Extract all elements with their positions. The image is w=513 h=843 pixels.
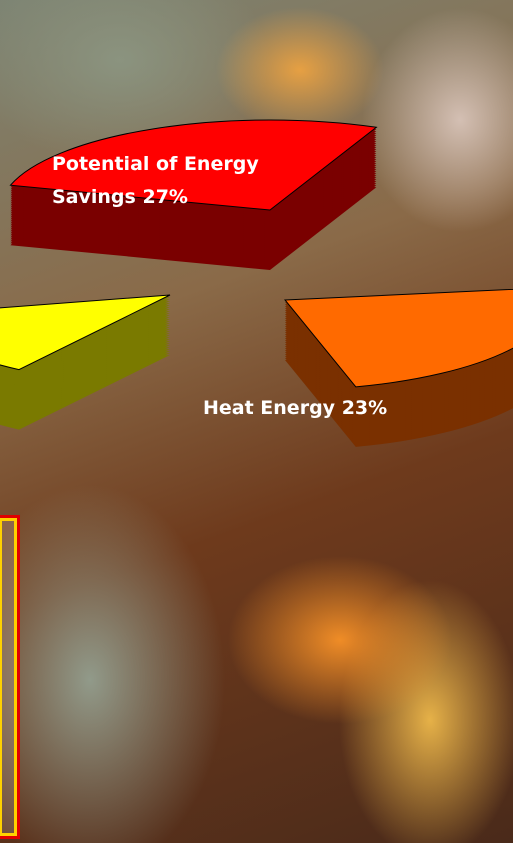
category: Heat Energy [203, 397, 336, 419]
value-label: 23% [341, 397, 388, 419]
slice [0, 294, 171, 371]
slice-label: Heat Energy 23% [203, 392, 503, 425]
slice [9, 119, 378, 211]
slice [283, 288, 513, 388]
side-panel [0, 515, 20, 839]
slice-label: Potential of Energy Savings 27% [52, 148, 322, 214]
slice-label: y 12% [0, 436, 104, 469]
value-label: 27% [142, 186, 188, 208]
category: Potential of Energy Savings [52, 153, 259, 208]
